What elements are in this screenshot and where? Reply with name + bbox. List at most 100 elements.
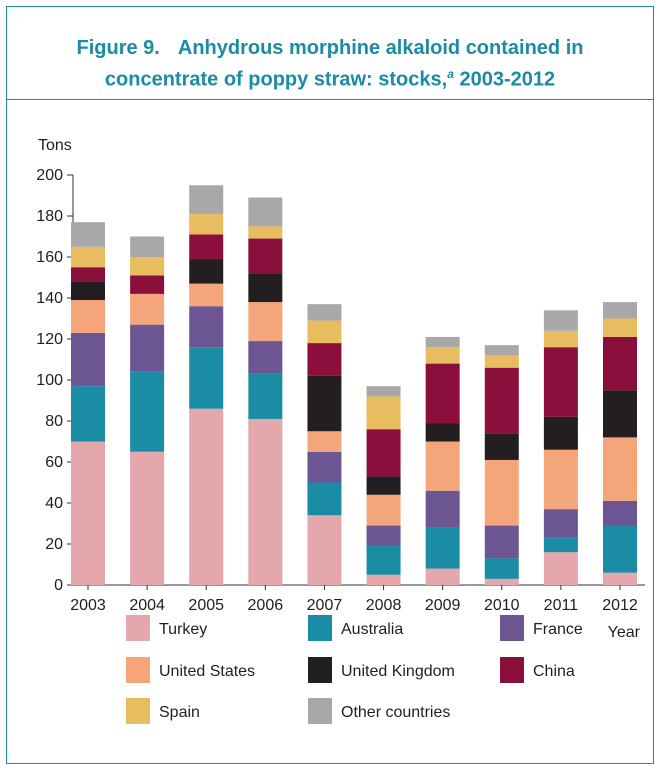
legend-label: Turkey	[159, 621, 207, 638]
x-axis-label: Year	[608, 624, 641, 641]
bar-segment	[366, 494, 401, 526]
bar-segment	[248, 197, 283, 227]
bar-segment	[425, 490, 460, 528]
bar-segment	[307, 515, 342, 585]
bar-segment	[425, 568, 460, 585]
y-tick-label: 140	[36, 290, 63, 307]
legend: Turkey Australia France United States United…	[126, 615, 583, 724]
legend-swatch	[500, 615, 524, 641]
bar-segment	[307, 304, 342, 321]
bar-segment	[71, 281, 105, 301]
bar-segment	[130, 293, 165, 325]
title-text-1: Anhydrous morphine alkaloid contained in	[177, 37, 584, 59]
y-tick-label: 0	[54, 577, 63, 594]
bar-segment	[248, 238, 283, 274]
bar-segment	[366, 574, 401, 585]
bar-segment	[366, 476, 401, 495]
bar-segment	[189, 234, 224, 260]
x-tick-label: 2008	[366, 597, 402, 614]
bar-segment	[248, 373, 283, 419]
x-tick-label: 2012	[602, 597, 638, 614]
bars	[71, 185, 637, 585]
legend-swatch	[308, 657, 332, 683]
title-footnote-marker: a	[447, 67, 454, 81]
legend-swatch	[126, 615, 150, 641]
y-axis-label: Tons	[38, 137, 72, 154]
x-tick-label: 2006	[248, 597, 284, 614]
bar-segment	[603, 336, 637, 391]
bar-segment	[130, 257, 165, 276]
bar-segment	[425, 363, 460, 424]
bar-segment	[484, 525, 519, 559]
bar-segment	[307, 320, 342, 344]
title-line-1: Figure 9. Anhydrous morphine alkaloid con…	[7, 35, 653, 61]
legend-label: Other countries	[341, 704, 450, 721]
figure-title: Figure 9. Anhydrous morphine alkaloid con…	[7, 35, 653, 93]
legend-swatch	[308, 615, 332, 641]
bar-segment	[543, 537, 578, 553]
bar-segment	[543, 552, 578, 585]
x-tick-label: 2003	[70, 597, 106, 614]
title-text-2: concentrate of poppy straw: stocks,	[104, 68, 448, 91]
legend-label: Australia	[341, 621, 403, 638]
bar-segment	[189, 408, 224, 585]
legend-swatch	[126, 698, 150, 724]
y-tick-label: 180	[36, 208, 63, 225]
bar-segment	[130, 371, 165, 452]
bar-segment	[484, 367, 519, 434]
legend-swatch	[500, 657, 524, 683]
bar-segment	[425, 347, 460, 364]
y-tick-label: 60	[45, 454, 63, 471]
y-tick-label: 160	[36, 249, 63, 266]
bar-segment	[248, 226, 283, 239]
bar-segment	[307, 343, 342, 376]
title-divider	[7, 99, 653, 100]
legend-label: China	[533, 663, 575, 680]
bar-segment	[189, 185, 224, 214]
bar-segment	[484, 459, 519, 526]
legend-swatch	[126, 657, 150, 683]
bar-segment	[248, 302, 283, 342]
bar-segment	[543, 449, 578, 510]
bar-segment	[248, 273, 283, 303]
bar-segment	[425, 336, 460, 348]
bar-segment	[366, 396, 401, 430]
legend-label: France	[533, 621, 583, 638]
bar-segment	[543, 330, 578, 348]
legend-label: Spain	[159, 704, 200, 721]
title-line-2: concentrate of poppy straw: stocks,a 200…	[7, 61, 653, 93]
y-tick-label: 200	[36, 167, 63, 184]
bar-segment	[366, 525, 401, 547]
bar-segment	[130, 324, 165, 372]
x-tick-label: 2007	[307, 597, 343, 614]
bar-segment	[484, 345, 519, 356]
bar-segment	[366, 546, 401, 575]
bar-segment	[603, 318, 637, 337]
x-tick-label: 2011	[544, 597, 579, 614]
bar-segment	[366, 386, 401, 397]
bar-segment	[603, 500, 637, 526]
bar-segment	[603, 302, 637, 319]
bar-segment	[543, 347, 578, 417]
x-tick-label: 2009	[425, 597, 461, 614]
x-tick-label: 2004	[129, 597, 165, 614]
y-tick-label: 100	[36, 372, 63, 389]
x-tick-label: 2005	[188, 597, 224, 614]
bar-segment	[71, 246, 105, 268]
bar-segment	[484, 355, 519, 368]
legend-label: United States	[159, 663, 255, 680]
bar-segment	[130, 275, 165, 294]
x-tick-label: 2010	[484, 597, 520, 614]
bar-segment	[307, 482, 342, 516]
bar-segment	[543, 310, 578, 331]
bar-segment	[71, 267, 105, 282]
bar-segment	[366, 429, 401, 477]
y-tick-label: 120	[36, 331, 63, 348]
bar-segment	[603, 572, 637, 585]
bar-segment	[71, 332, 105, 387]
bar-segment	[248, 341, 283, 374]
bar-segment	[71, 386, 105, 442]
bar-segment	[543, 509, 578, 538]
bar-segment	[425, 423, 460, 442]
